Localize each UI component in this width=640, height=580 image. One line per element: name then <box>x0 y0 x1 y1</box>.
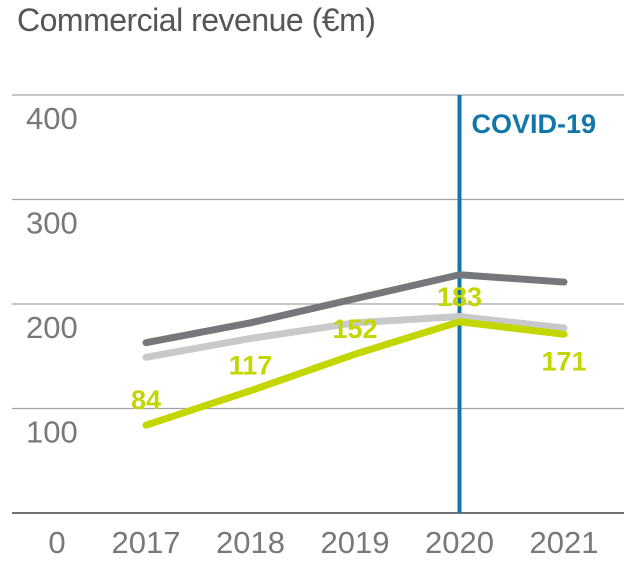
x-tick-label-2019: 2019 <box>321 525 390 560</box>
data-label-2019: 152 <box>332 314 377 344</box>
y-tick-label-100: 100 <box>26 415 78 450</box>
y-tick-label-300: 300 <box>26 206 78 241</box>
y-tick-label-400: 400 <box>26 101 78 136</box>
data-label-2018: 117 <box>229 351 273 381</box>
x-tick-label-2017: 2017 <box>112 525 181 560</box>
data-label-2017: 84 <box>131 385 161 415</box>
x-tick-label-2020: 2020 <box>425 525 494 560</box>
covid-annotation-label: COVID-19 <box>472 109 597 139</box>
x-tick-label-origin: 0 <box>48 525 65 560</box>
light-gray-line <box>142 313 568 361</box>
y-tick-label-200: 200 <box>26 310 78 345</box>
dark-gray-line <box>142 271 568 347</box>
x-tick-label-2018: 2018 <box>216 525 285 560</box>
commercial-revenue-line <box>142 318 568 429</box>
data-label-2021: 171 <box>541 346 586 376</box>
chart-title: Commercial revenue (€m) <box>17 2 376 38</box>
x-tick-label-2021: 2021 <box>530 525 599 560</box>
data-label-2020: 183 <box>437 282 482 312</box>
